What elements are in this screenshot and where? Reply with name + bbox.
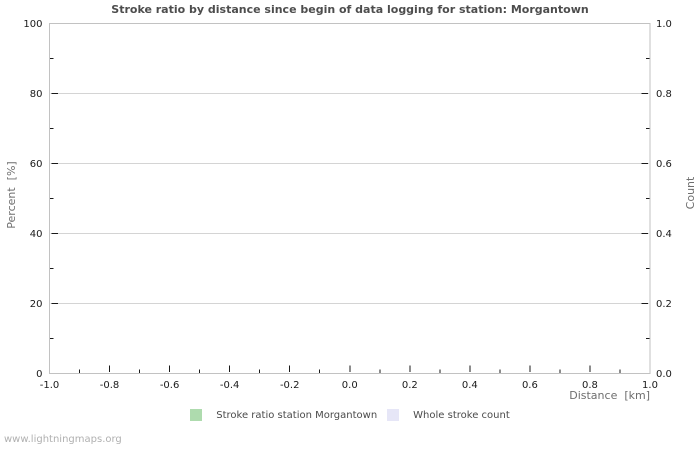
x-tick-label: 0.4 <box>462 380 478 391</box>
watermark-text: www.lightningmaps.org <box>4 434 122 445</box>
legend-swatch-icon <box>387 409 400 421</box>
x-tick-label: -0.4 <box>220 380 240 391</box>
y-tick-label-right: 0.0 <box>656 369 672 380</box>
legend-item: Whole stroke count <box>387 408 510 422</box>
y-tick-label-left: 0 <box>36 369 42 380</box>
legend-swatch-icon <box>190 409 203 421</box>
x-axis-label: Distance [km] <box>569 389 650 402</box>
y-tick-label-left: 20 <box>30 299 43 310</box>
x-tick-label: 1.0 <box>642 380 658 391</box>
chart-title: Stroke ratio by distance since begin of … <box>111 3 589 16</box>
x-tick-label: 0.2 <box>402 380 418 391</box>
y-tick-label-right: 0.4 <box>656 229 672 240</box>
y-tick-label-right: 0.6 <box>656 159 672 170</box>
y-axis-label-left: Percent [%] <box>5 161 18 229</box>
y-tick-label-right: 0.2 <box>656 299 672 310</box>
y-tick-label-right: 1.0 <box>656 19 672 30</box>
y-axis-label-right: Count <box>684 176 697 210</box>
y-tick-label-left: 80 <box>30 89 43 100</box>
y-tick-label-left: 100 <box>23 19 42 30</box>
x-tick-label: 0.0 <box>342 380 358 391</box>
x-tick-label: 0.6 <box>522 380 538 391</box>
legend: Stroke ratio station Morgantown Whole str… <box>0 408 700 422</box>
y-tick-label-left: 40 <box>30 229 43 240</box>
x-tick-label: -0.8 <box>100 380 120 391</box>
x-tick-label: -0.6 <box>160 380 180 391</box>
x-tick-label: 0.8 <box>582 380 598 391</box>
legend-label: Stroke ratio station Morgantown <box>216 409 378 421</box>
plot-border <box>49 23 651 374</box>
y-tick-label-left: 60 <box>30 159 43 170</box>
legend-label: Whole stroke count <box>413 409 510 421</box>
legend-item: Stroke ratio station Morgantown <box>190 408 377 422</box>
y-tick-label-right: 0.8 <box>656 89 672 100</box>
x-tick-label: -0.2 <box>280 380 300 391</box>
x-tick-label: -1.0 <box>40 380 60 391</box>
